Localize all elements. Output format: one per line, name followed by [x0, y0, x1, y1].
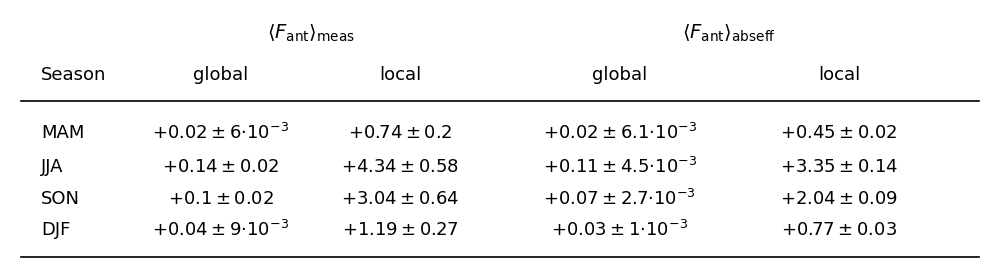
Text: $+0.14\pm0.02$: $+0.14\pm0.02$ — [162, 158, 280, 176]
Text: global: global — [193, 66, 248, 84]
Text: $+4.34\pm0.58$: $+4.34\pm0.58$ — [341, 158, 459, 176]
Text: $+0.45\pm0.02$: $+0.45\pm0.02$ — [780, 124, 898, 142]
Text: MAM: MAM — [41, 124, 85, 142]
Text: $+2.04\pm0.09$: $+2.04\pm0.09$ — [780, 190, 898, 208]
Text: $+0.02\pm6.1{\cdot}10^{-3}$: $+0.02\pm6.1{\cdot}10^{-3}$ — [543, 123, 697, 143]
Text: $+3.35\pm0.14$: $+3.35\pm0.14$ — [780, 158, 898, 176]
Text: JJA: JJA — [41, 158, 64, 176]
Text: Season: Season — [41, 66, 107, 84]
Text: $+0.07\pm2.7{\cdot}10^{-3}$: $+0.07\pm2.7{\cdot}10^{-3}$ — [543, 189, 696, 209]
Text: $+0.02\pm6{\cdot}10^{-3}$: $+0.02\pm6{\cdot}10^{-3}$ — [152, 123, 289, 143]
Text: global: global — [592, 66, 647, 84]
Text: $\langle \mathit{F}_{\mathrm{ant}} \rangle_{\mathrm{meas}}$: $\langle \mathit{F}_{\mathrm{ant}} \rang… — [267, 22, 355, 44]
Text: $+0.04\pm9{\cdot}10^{-3}$: $+0.04\pm9{\cdot}10^{-3}$ — [152, 220, 289, 240]
Text: $+0.11\pm4.5{\cdot}10^{-3}$: $+0.11\pm4.5{\cdot}10^{-3}$ — [543, 157, 697, 177]
Text: $+0.1\pm0.02$: $+0.1\pm0.02$ — [168, 190, 274, 208]
Text: $+1.19\pm0.27$: $+1.19\pm0.27$ — [342, 221, 459, 239]
Text: $+0.77\pm0.03$: $+0.77\pm0.03$ — [781, 221, 897, 239]
Text: $+3.04\pm0.64$: $+3.04\pm0.64$ — [341, 190, 459, 208]
Text: DJF: DJF — [41, 221, 71, 239]
Text: SON: SON — [41, 190, 80, 208]
Text: $\langle \mathit{F}_{\mathrm{ant}} \rangle_{\mathrm{abseff}}$: $\langle \mathit{F}_{\mathrm{ant}} \rang… — [682, 22, 776, 44]
Text: $+0.74\pm0.2$: $+0.74\pm0.2$ — [348, 124, 452, 142]
Text: local: local — [379, 66, 421, 84]
Text: local: local — [818, 66, 860, 84]
Text: $+0.03\pm1{\cdot}10^{-3}$: $+0.03\pm1{\cdot}10^{-3}$ — [551, 220, 688, 240]
